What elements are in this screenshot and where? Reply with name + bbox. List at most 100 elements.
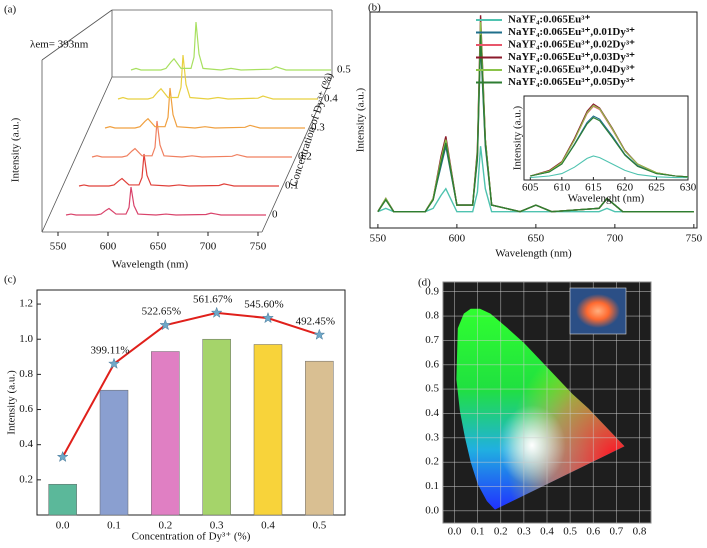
z-tick-label: 0.3 — [311, 122, 325, 134]
inset-y-axis-label: Intensity (a.u.) — [512, 105, 524, 170]
spectrum-line — [78, 153, 279, 187]
panel-label: (c) — [4, 274, 17, 286]
inset-x-axis-label: Wavelenght (nm) — [568, 193, 645, 205]
photo-sample — [576, 294, 620, 328]
inset-line — [530, 155, 688, 179]
star-marker — [159, 318, 172, 331]
x-tick-label: 600 — [100, 241, 117, 253]
star-marker — [262, 311, 274, 324]
bar — [48, 483, 77, 516]
x-tick-label: 0.8 — [633, 526, 647, 538]
bar — [151, 351, 180, 516]
spectrum-line — [65, 186, 266, 216]
x-axis-label: Wavelength (nm) — [112, 259, 189, 271]
x-tick-label: 700 — [607, 233, 624, 245]
x-tick-label: 0.6 — [586, 526, 600, 538]
x-tick-label: 0.2 — [494, 526, 508, 538]
y-tick-label: 0.3 — [425, 431, 439, 443]
z-tick-label: 0.4 — [324, 93, 338, 105]
bar — [202, 338, 231, 516]
panel-c: (c) 0.2 0.4 0.6 0.8 1.0 1.2 0.0 0.1 0.2 0.3 0.4 0.5 C… — [4, 274, 346, 543]
y-tick-label: 0.4 — [19, 438, 33, 450]
inset-x-tick-label: 615 — [585, 182, 602, 194]
legend-label: NaYF₄:0.065Eu³⁺,0.02Dy³⁺ — [508, 39, 635, 51]
plot-frame — [369, 11, 698, 229]
annotation: λem= 393nm — [30, 39, 89, 51]
x-tick-label: 0.7 — [609, 526, 623, 538]
panel-b: (b) 550 600 650 700 750 Wavelength (nm) Intensi… — [355, 2, 703, 260]
x-tick-label: 0.5 — [563, 526, 577, 538]
plot-frame — [36, 289, 346, 516]
z-tick-label: 0.1 — [285, 180, 299, 192]
trend-line — [61, 311, 320, 458]
y-tick-label: 0.7 — [425, 334, 439, 346]
y-tick-label: 0.5 — [425, 383, 439, 395]
y-tick-label: 1.2 — [19, 298, 33, 310]
y-axis-label: Intensity (a.u.) — [355, 87, 367, 152]
panel-label: (b) — [368, 2, 381, 14]
bar — [305, 360, 334, 516]
axis-box — [261, 76, 333, 233]
x-tick-label: 0.1 — [107, 520, 121, 532]
y-tick-label: 0.9 — [425, 285, 439, 297]
inset-x-tick-label: 625 — [648, 182, 665, 194]
x-tick-label: 0.4 — [261, 520, 275, 532]
x-tick-label: 0.1 — [471, 526, 485, 538]
axis-box — [41, 9, 113, 61]
x-tick-label: 0.5 — [312, 520, 326, 532]
x-tick-label: 650 — [528, 233, 545, 245]
bar — [99, 389, 129, 516]
annotation: 545.60% — [244, 299, 283, 311]
annotation: 399.11% — [90, 344, 129, 356]
y-tick-label: 0.6 — [19, 403, 33, 415]
legend-label: NaYF₄:0.065Eu³⁺,0.01Dy³⁺ — [508, 26, 635, 38]
z-tick-label: 0.2 — [298, 151, 312, 163]
y-tick-label: 0.1 — [425, 480, 439, 492]
y-tick-label: 0.4 — [425, 407, 439, 419]
spectrum-line — [377, 34, 694, 213]
x-tick-label: 700 — [200, 241, 217, 253]
y-tick-label: 1.0 — [19, 333, 33, 345]
panel-a: (a) 550 600 650 700 750 Wavelength (nm) Intensi… — [4, 4, 351, 271]
annotation: 492.45% — [296, 315, 335, 327]
annotation: 522.65% — [142, 306, 181, 318]
spectrum-line — [377, 146, 694, 213]
x-tick-label: 0.2 — [158, 520, 172, 532]
legend-label: NaYF₄:0.065Eu³⁺,0.05Dy³⁺ — [508, 76, 635, 88]
y-tick-label: 0.8 — [425, 310, 439, 322]
x-tick-label: 0.0 — [448, 526, 462, 538]
x-tick-label: 0.3 — [517, 526, 531, 538]
star-marker — [210, 306, 223, 318]
x-tick-label: 600 — [449, 233, 466, 245]
inset-x-tick-label: 630 — [680, 182, 697, 194]
y-tick-label: 0.2 — [19, 473, 33, 485]
x-tick-label: 0.3 — [210, 520, 224, 532]
annotation: 561.67% — [193, 293, 232, 305]
spectrum-line — [130, 21, 331, 71]
y-axis-label: Intensity (a.u.) — [10, 117, 22, 182]
star-marker — [313, 328, 326, 340]
legend-label: NaYF₄:0.065Eu³⁺,0.04Dy³⁺ — [508, 64, 635, 76]
x-axis-label: Wavelength (nm) — [495, 248, 572, 260]
inset-x-tick-label: 610 — [554, 182, 571, 194]
spectrum-line — [91, 120, 292, 158]
x-tick-label: 750 — [250, 241, 267, 253]
bar — [253, 344, 283, 516]
legend-label: NaYF₄:0.065Eu³⁺ — [508, 14, 591, 26]
x-tick-label: 650 — [150, 241, 167, 253]
panel-label: (d) — [418, 277, 431, 289]
cie-gamut-white — [456, 308, 625, 510]
x-axis-label: Concentration of Dy³⁺ (%) — [132, 531, 251, 543]
spectrum-line — [117, 54, 318, 100]
star-marker — [108, 357, 120, 369]
axis-box — [41, 76, 113, 233]
z-tick-label: 0.5 — [337, 64, 351, 76]
inset-frame — [523, 95, 689, 181]
x-tick-label: 750 — [686, 233, 703, 245]
y-tick-label: 0.8 — [19, 368, 33, 380]
panel-d: (d) 0.0 0.1 0.2 0.3 0.4 0.5 0.6 0.7 0.8 0.0 0.1 0.2 0… — [418, 277, 652, 538]
z-tick-label: 0 — [272, 209, 278, 221]
x-tick-label: 0.0 — [56, 520, 70, 532]
inset-x-tick-label: 620 — [617, 182, 634, 194]
